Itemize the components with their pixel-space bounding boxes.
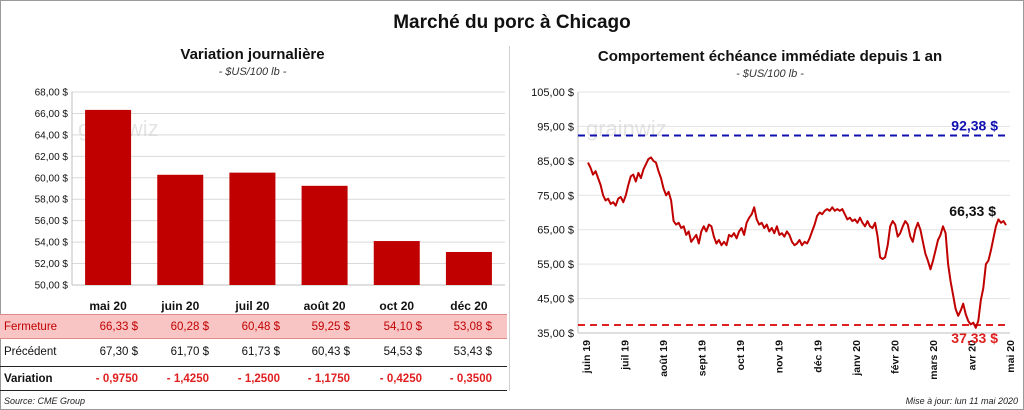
bar [301,185,348,285]
line-chart-title: Comportement échéance immédiate depuis 1… [597,48,943,65]
previous-cell: 67,30 $ [99,346,138,358]
y-tick-label: 68,00 $ [35,88,69,99]
bar [157,174,204,285]
bar [373,241,420,285]
price-line [587,156,1007,329]
watermark: grainwiz [586,116,667,141]
y-tick-label: 75,00 $ [537,190,574,202]
source-note: Source: CME Group [4,396,86,406]
variation-cell: - 0,3500 [449,373,492,385]
x-tick-label: sept 19 [697,340,709,376]
variation-cell: - 1,2500 [237,373,280,385]
page-title: Marché du porc à Chicago [393,12,631,33]
bar-chart-units: - $US/100 lb - [218,66,287,78]
y-tick-label: 35,00 $ [537,328,574,340]
y-tick-label: 52,00 $ [35,259,69,270]
variation-cell: - 1,1750 [307,373,350,385]
y-tick-label: 55,00 $ [537,259,574,271]
y-tick-label: 105,00 $ [531,87,574,99]
y-tick-label: 85,00 $ [537,156,574,168]
x-tick-label: févr 20 [889,340,901,374]
x-tick-label: juil 19 [620,340,632,371]
variation-cell: - 0,4250 [379,373,422,385]
x-tick-label: nov 19 [774,340,786,373]
y-tick-label: 58,00 $ [35,195,69,206]
bar-chart-title: Variation journalière [180,46,325,63]
y-tick-label: 62,00 $ [35,152,69,163]
previous-cell: 60,43 $ [311,346,350,358]
row-variation-label: Variation [4,373,53,385]
y-tick-label: 64,00 $ [35,130,69,141]
previous-cell: 61,70 $ [170,346,209,358]
close-cell: 54,10 $ [383,321,422,333]
close-cell: 53,08 $ [453,321,492,333]
y-tick-label: 54,00 $ [35,238,69,249]
x-tick-label: oct 19 [735,340,747,371]
y-tick-label: 50,00 $ [35,281,69,292]
update-note: Mise à jour: lun 11 mai 2020 [905,396,1018,406]
x-tick-label: janv 20 [851,340,863,377]
y-tick-label: 60,00 $ [35,173,69,184]
row-close-label: Fermeture [4,321,58,333]
max-reference-label: 92,38 $ [951,117,998,133]
close-cell: 60,48 $ [241,321,280,333]
row-close: Fermeture 66,33 $ 60,28 $ 60,48 $ 59,25 … [0,314,507,339]
x-tick-label: juin 19 [581,340,593,374]
x-category-label: mai 20 [89,299,127,313]
bar [85,109,132,285]
x-category-label: déc 20 [450,299,488,313]
close-cell: 60,28 $ [170,321,209,333]
close-cell: 66,33 $ [99,321,138,333]
close-cell: 59,25 $ [311,321,350,333]
previous-cell: 61,73 $ [241,346,280,358]
x-tick-label: août 19 [658,340,670,377]
x-category-label: oct 20 [379,299,414,313]
x-tick-label: mai 20 [1005,340,1017,373]
x-tick-label: mars 20 [928,340,940,380]
last-value-label: 66,33 $ [949,203,996,219]
min-reference-label: 37,33 $ [951,330,998,346]
variation-cell: - 0,9750 [95,373,138,385]
x-category-label: août 20 [304,299,346,313]
bar-chart: 50,00 $ 52,00 $ 54,00 $ 56,00 $ 58,00 $ 60,00… [35,88,505,313]
row-previous-label: Précédent [4,346,57,358]
row-previous: Précédent 67,30 $ 61,70 $ 61,73 $ 60,43 … [0,340,507,365]
line-chart-units: - $US/100 lb - [736,68,804,80]
y-tick-label: 45,00 $ [537,294,574,306]
previous-cell: 53,43 $ [453,346,492,358]
y-tick-label: 66,00 $ [35,109,69,120]
y-tick-label: 56,00 $ [35,216,69,227]
y-tick-label: 65,00 $ [537,225,574,237]
x-category-label: juin 20 [160,299,199,313]
previous-cell: 54,53 $ [383,346,422,358]
y-tick-label: 95,00 $ [537,121,574,133]
row-variation: Variation - 0,9750 - 1,4250 - 1,2500 - 1… [0,366,507,391]
bar [445,251,492,285]
x-tick-label: avr 20 [966,340,978,371]
x-tick-label: déc 19 [812,340,824,373]
x-category-label: juil 20 [234,299,269,313]
variation-cell: - 1,4250 [166,373,209,385]
panel-divider [509,46,510,391]
bar [229,172,276,285]
line-chart: 35,00 $ 45,00 $ 55,00 $ 65,00 $ 75,00 $ 85,00… [531,87,1017,380]
